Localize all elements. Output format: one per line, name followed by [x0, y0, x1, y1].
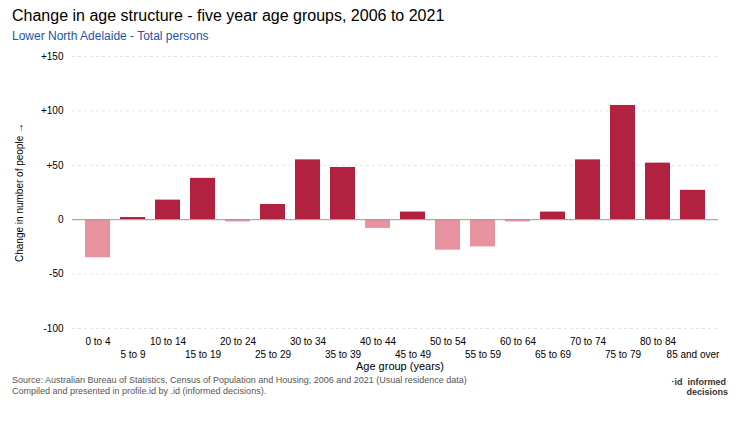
svg-text:+50: +50	[47, 160, 64, 171]
svg-text:+100: +100	[41, 105, 64, 116]
svg-text:35 to 39: 35 to 39	[325, 349, 362, 360]
svg-text:80 to 84: 80 to 84	[640, 336, 677, 347]
svg-text:Change in number of people →: Change in number of people →	[14, 123, 25, 262]
svg-text:25 to 29: 25 to 29	[255, 349, 292, 360]
svg-text:30 to 34: 30 to 34	[290, 336, 327, 347]
svg-text:10 to 14: 10 to 14	[150, 336, 187, 347]
html-text:Lower North Adelaide - Total p: Lower North Adelaide - Total persons	[12, 29, 209, 43]
html-text:Age group (years): Age group (years)	[356, 360, 444, 372]
svg-text:-100: -100	[43, 323, 63, 334]
svg-text:40 to 44: 40 to 44	[360, 336, 397, 347]
html-text:·id informed decisions: ·id informed decisions	[671, 377, 728, 397]
svg-text:0 to 4: 0 to 4	[85, 336, 110, 347]
svg-text:50 to 54: 50 to 54	[430, 336, 467, 347]
svg-text:+150: +150	[41, 51, 64, 62]
svg-text:5 to 9: 5 to 9	[120, 349, 145, 360]
svg-text:65 to 69: 65 to 69	[535, 349, 572, 360]
svg-text:15 to 19: 15 to 19	[185, 349, 222, 360]
svg-text:45 to 49: 45 to 49	[395, 349, 432, 360]
svg-text:0: 0	[58, 214, 64, 225]
svg-text:-50: -50	[49, 268, 64, 279]
svg-text:85 and over: 85 and over	[667, 349, 720, 360]
svg-text:55 to 59: 55 to 59	[465, 349, 502, 360]
svg-text:60 to 64: 60 to 64	[500, 336, 537, 347]
html-text:Change in age structure - five: Change in age structure - five year age …	[12, 7, 445, 24]
svg-text:20 to 24: 20 to 24	[220, 336, 257, 347]
svg-text:70 to 74: 70 to 74	[570, 336, 607, 347]
svg-text:75 to 79: 75 to 79	[605, 349, 642, 360]
html-text:Source: Australian Bureau of S: Source: Australian Bureau of Statistics,…	[12, 375, 467, 396]
